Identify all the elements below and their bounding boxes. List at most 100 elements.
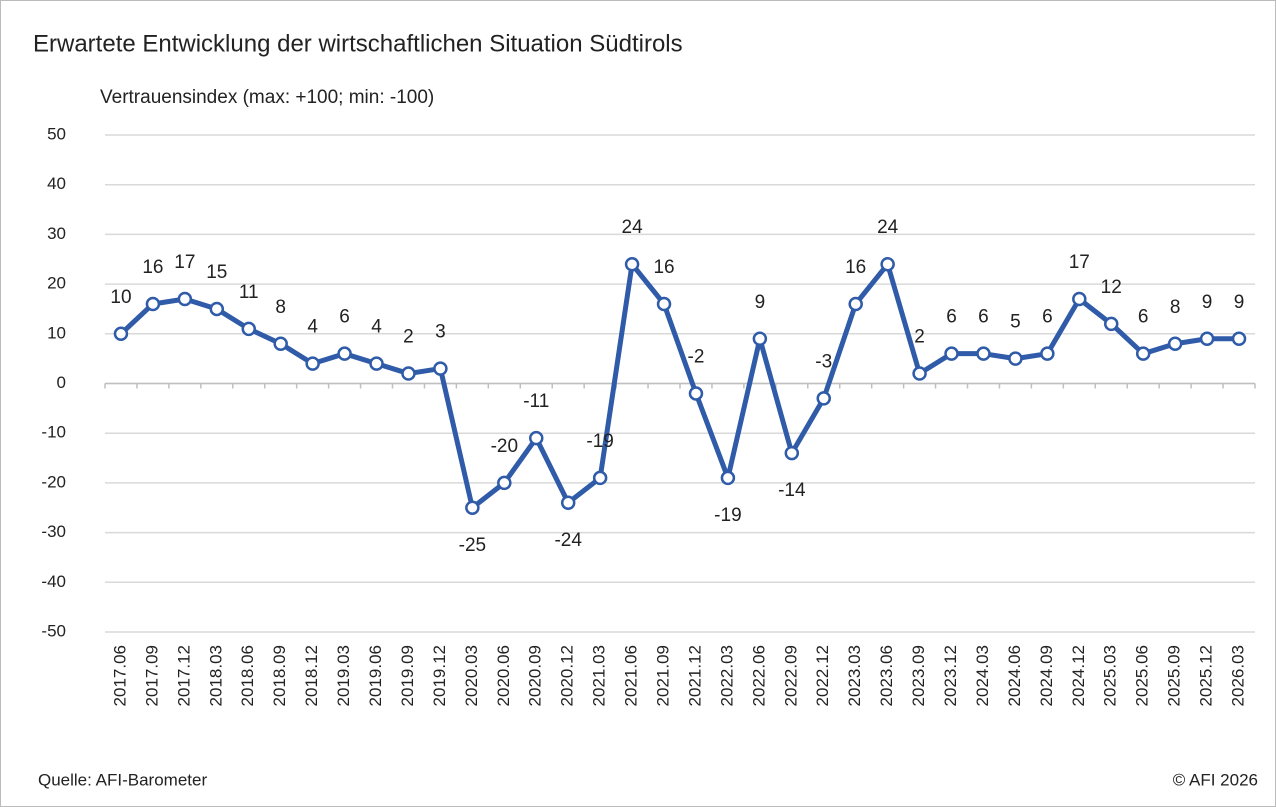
data-label: -25 (459, 535, 486, 556)
data-label: 16 (653, 257, 674, 278)
data-label: 6 (339, 307, 350, 328)
x-tick-label: 2017.12 (174, 645, 193, 706)
x-tick-label: 2017.06 (110, 645, 129, 706)
marker (688, 386, 704, 401)
data-label: 16 (845, 257, 866, 278)
marker (976, 346, 991, 361)
y-tick-label: 30 (47, 224, 66, 243)
marker (1104, 316, 1119, 332)
data-label: 6 (978, 307, 989, 328)
y-tick-label: -50 (41, 621, 66, 640)
x-tick-label: 2021.09 (654, 645, 673, 706)
x-tick-label: 2024.09 (1037, 645, 1056, 706)
y-tick-label: -40 (41, 572, 66, 591)
data-label: 6 (946, 307, 957, 328)
marker (529, 430, 544, 446)
data-label: 12 (1101, 277, 1122, 298)
marker (337, 346, 352, 361)
marker (784, 445, 800, 461)
x-tick-label: 2018.09 (270, 645, 289, 706)
marker (241, 321, 256, 337)
data-label: 8 (1170, 297, 1181, 318)
data-label: 2 (403, 327, 414, 348)
x-tick-label: 2018.06 (238, 645, 257, 706)
marker (305, 356, 320, 371)
data-label: 24 (622, 217, 644, 238)
marker (720, 470, 736, 486)
data-label: -14 (778, 480, 806, 501)
data-label: 6 (1138, 307, 1149, 328)
x-tick-label: 2019.03 (334, 645, 353, 706)
x-tick-label: 2023.09 (909, 645, 928, 706)
marker (113, 326, 129, 342)
marker (880, 256, 895, 272)
y-tick-label: -30 (41, 522, 66, 541)
marker (433, 361, 448, 376)
y-axis-label: Vertrauensindex (max: +100; min: -100) (100, 87, 434, 108)
data-label: -19 (714, 505, 741, 526)
data-label: -20 (491, 436, 518, 457)
marker (560, 495, 576, 511)
marker (145, 296, 161, 312)
x-tick-label: 2020.06 (494, 645, 513, 706)
data-label: 17 (1069, 252, 1090, 273)
data-label: -24 (554, 530, 582, 551)
marker (209, 301, 225, 317)
y-tick-label: 0 (57, 373, 66, 392)
x-tick-label: 2025.12 (1197, 645, 1216, 706)
data-label: 9 (1202, 292, 1213, 313)
x-tick-label: 2025.06 (1133, 645, 1152, 706)
data-label: 15 (206, 262, 227, 283)
x-tick-label: 2023.12 (941, 645, 960, 706)
data-label: 8 (275, 297, 286, 318)
x-tick-label: 2023.06 (877, 645, 896, 706)
marker (592, 470, 608, 486)
x-tick-label: 2022.03 (717, 645, 736, 706)
x-tick-label: 2024.12 (1069, 645, 1088, 706)
data-label: 11 (239, 282, 259, 303)
marker (465, 500, 480, 515)
data-label: -2 (688, 346, 705, 367)
x-tick-label: 2026.03 (1229, 645, 1248, 706)
data-label: 5 (1010, 312, 1021, 333)
y-tick-label: 50 (47, 124, 66, 143)
data-label: 10 (110, 287, 131, 308)
x-tick-label: 2025.03 (1101, 645, 1120, 706)
data-label: 2 (914, 327, 925, 348)
x-tick-label: 2020.09 (526, 645, 545, 706)
x-tick-label: 2022.12 (813, 645, 832, 706)
x-tick-label: 2017.09 (142, 645, 161, 706)
data-label: 24 (877, 217, 899, 238)
data-label: 3 (435, 322, 446, 343)
marker (816, 391, 831, 406)
marker (369, 356, 384, 371)
x-tick-label: 2024.03 (973, 645, 992, 706)
y-tick-label: 40 (47, 174, 66, 193)
y-tick-label: -10 (41, 423, 66, 442)
x-tick-label: 2019.09 (398, 645, 417, 706)
y-tick-label: -20 (41, 472, 66, 491)
y-tick-label: 20 (47, 274, 66, 293)
marker (1008, 351, 1023, 366)
marker (177, 291, 193, 307)
marker (1167, 336, 1183, 351)
x-tick-label: 2024.06 (1005, 645, 1024, 706)
x-tick-label: 2021.12 (685, 645, 704, 706)
x-tick-label: 2021.06 (622, 645, 641, 706)
marker (944, 346, 959, 361)
marker (497, 475, 512, 491)
copyright: © AFI 2026 (1173, 770, 1258, 789)
x-tick-label: 2022.09 (781, 645, 800, 706)
x-tick-label: 2019.12 (430, 645, 449, 706)
data-label: 4 (371, 317, 382, 338)
x-tick-label: 2018.12 (302, 645, 321, 706)
marker (1231, 331, 1247, 347)
data-label: 16 (142, 257, 163, 278)
source: Quelle: AFI-Barometer (38, 770, 207, 789)
marker (1040, 346, 1055, 361)
marker (1072, 291, 1087, 307)
y-tick-label: 10 (47, 323, 66, 342)
marker (273, 336, 288, 351)
data-label: -11 (523, 391, 549, 412)
